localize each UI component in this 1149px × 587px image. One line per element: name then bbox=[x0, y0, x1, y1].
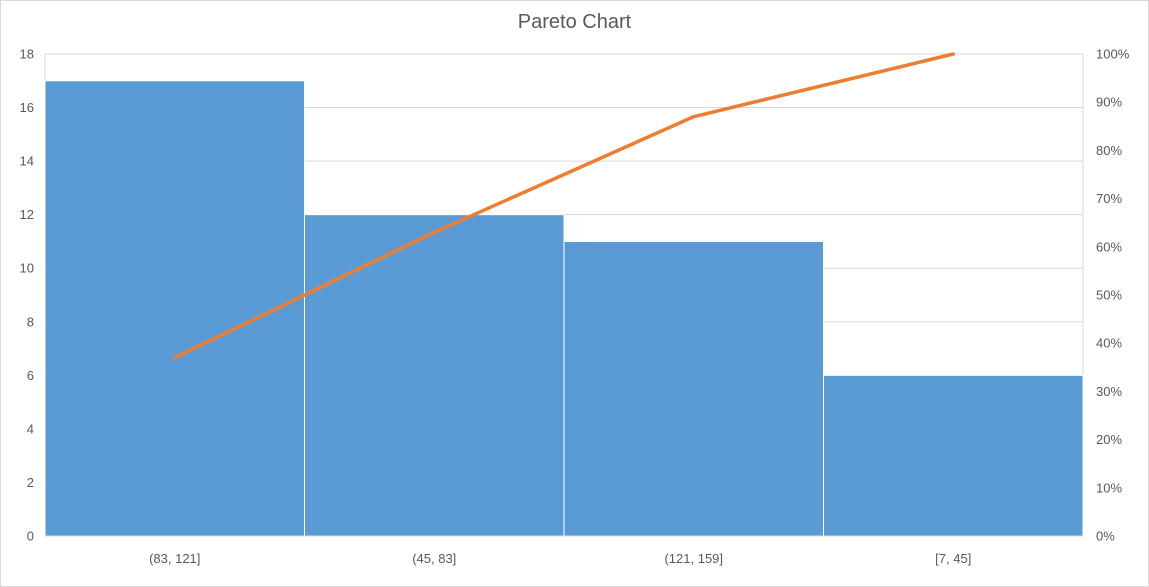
bar bbox=[823, 374, 1084, 537]
x-tick-label: (45, 83] bbox=[412, 551, 456, 566]
chart-title: Pareto Chart bbox=[517, 11, 632, 33]
y2-tick-label: 0% bbox=[1096, 529, 1115, 544]
bar bbox=[304, 214, 565, 537]
y-tick-label: 14 bbox=[20, 154, 34, 169]
y2-tick-label: 20% bbox=[1096, 432, 1122, 447]
y-tick-label: 16 bbox=[20, 100, 34, 115]
y2-tick-label: 10% bbox=[1096, 480, 1122, 495]
y2-tick-label: 30% bbox=[1096, 384, 1122, 399]
x-tick-label: (83, 121] bbox=[149, 551, 200, 566]
y-tick-label: 8 bbox=[27, 314, 34, 329]
y-tick-label: 4 bbox=[27, 421, 34, 436]
x-tick-label: [7, 45] bbox=[935, 551, 971, 566]
cumulative-line bbox=[173, 52, 955, 360]
y2-tick-label: 50% bbox=[1096, 288, 1122, 303]
y2-tick-label: 60% bbox=[1096, 239, 1122, 254]
y-tick-label: 10 bbox=[20, 261, 34, 276]
y-tick-label: 0 bbox=[27, 529, 34, 544]
bar bbox=[563, 240, 824, 537]
y-tick-label: 12 bbox=[20, 207, 34, 222]
y2-tick-label: 40% bbox=[1096, 336, 1122, 351]
x-tick-label: (121, 159] bbox=[664, 551, 723, 566]
y2-tick-label: 80% bbox=[1096, 143, 1122, 158]
bar bbox=[44, 80, 305, 537]
y2-tick-label: 90% bbox=[1096, 95, 1122, 110]
y-tick-label: 18 bbox=[20, 47, 34, 62]
y2-tick-label: 100% bbox=[1096, 47, 1130, 62]
y-tick-label: 2 bbox=[27, 475, 34, 490]
y-tick-label: 6 bbox=[27, 368, 34, 383]
y2-tick-label: 70% bbox=[1096, 191, 1122, 206]
